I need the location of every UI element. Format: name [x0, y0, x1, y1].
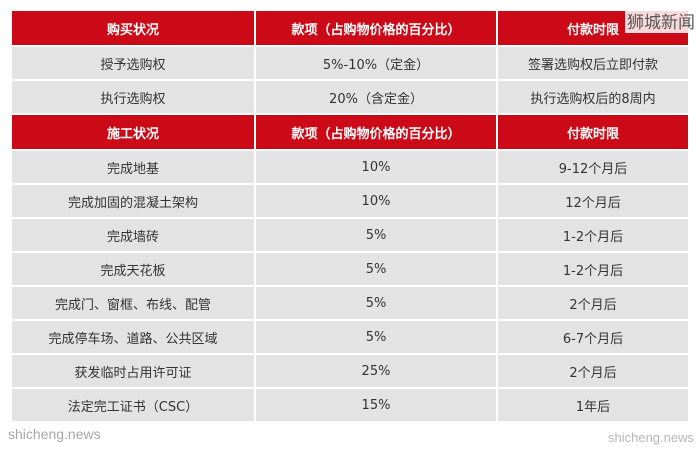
cell-status: 完成地基 [10, 149, 256, 185]
table-row: 法定完工证书（CSC） 15% 1年后 [10, 387, 690, 423]
header-row-construction: 施工状况 款项（占购物价格的百分比） 付款时限 [10, 113, 690, 151]
cell-payment: 5% [254, 285, 498, 321]
cell-payment: 15% [254, 387, 498, 423]
cell-deadline: 执行选购权后的8周内 [496, 79, 690, 115]
cell-status: 完成加固的混凝土架构 [10, 183, 256, 219]
cell-deadline: 1年后 [496, 387, 690, 423]
table-row: 完成门、窗框、布线、配管 5% 2个月后 [10, 285, 690, 321]
cell-status: 完成门、窗框、布线、配管 [10, 285, 256, 321]
cell-deadline: 1-2个月后 [496, 217, 690, 253]
cell-status: 完成天花板 [10, 251, 256, 287]
cell-deadline: 2个月后 [496, 353, 690, 389]
table-row: 完成墙砖 5% 1-2个月后 [10, 217, 690, 253]
table-row: 授予选购权 5%-10%（定金） 签署选购权后立即付款 [10, 45, 690, 81]
table-row: 完成天花板 5% 1-2个月后 [10, 251, 690, 287]
cell-status: 授予选购权 [10, 45, 256, 81]
header-payment-deadline: 付款时限 [496, 113, 690, 151]
cell-deadline: 签署选购权后立即付款 [496, 45, 690, 81]
header-row-purchase: 购买状况 款项（占购物价格的百分比） 付款时限 [10, 9, 690, 47]
cell-status: 完成墙砖 [10, 217, 256, 253]
cell-deadline: 1-2个月后 [496, 251, 690, 287]
cell-payment: 5% [254, 217, 498, 253]
table-body: 购买状况 款项（占购物价格的百分比） 付款时限 授予选购权 5%-10%（定金）… [10, 9, 690, 423]
cell-deadline: 6-7个月后 [496, 319, 690, 355]
table-row: 完成停车场、道路、公共区域 5% 6-7个月后 [10, 319, 690, 355]
cell-payment: 5%-10%（定金） [254, 45, 498, 81]
table-row: 执行选购权 20%（含定金） 执行选购权后的8周内 [10, 79, 690, 115]
payment-schedule-table-container: 购买状况 款项（占购物价格的百分比） 付款时限 授予选购权 5%-10%（定金）… [10, 9, 690, 423]
header-purchase-status: 购买状况 [10, 9, 256, 47]
cell-payment: 10% [254, 183, 498, 219]
table-row: 获发临时占用许可证 25% 2个月后 [10, 353, 690, 389]
cell-payment: 25% [254, 353, 498, 389]
cell-deadline: 2个月后 [496, 285, 690, 321]
header-payment-percentage: 款项（占购物价格的百分比） [254, 9, 498, 47]
table-row: 完成地基 10% 9-12个月后 [10, 149, 690, 185]
cell-deadline: 12个月后 [496, 183, 690, 219]
header-construction-status: 施工状况 [10, 113, 256, 151]
watermark-logo-text: 狮城新闻 [625, 8, 697, 33]
cell-payment: 10% [254, 149, 498, 185]
cell-payment: 5% [254, 319, 498, 355]
watermark-bottom-right: shicheng.news [608, 430, 694, 445]
header-payment-percentage: 款项（占购物价格的百分比） [254, 113, 498, 151]
cell-payment: 20%（含定金） [254, 79, 498, 115]
cell-status: 获发临时占用许可证 [10, 353, 256, 389]
cell-payment: 5% [254, 251, 498, 287]
table-row: 完成加固的混凝土架构 10% 12个月后 [10, 183, 690, 219]
cell-status: 执行选购权 [10, 79, 256, 115]
cell-deadline: 9-12个月后 [496, 149, 690, 185]
cell-status: 完成停车场、道路、公共区域 [10, 319, 256, 355]
watermark-bottom-left: shicheng.news [8, 426, 101, 442]
cell-status: 法定完工证书（CSC） [10, 387, 256, 423]
payment-schedule-table: 购买状况 款项（占购物价格的百分比） 付款时限 授予选购权 5%-10%（定金）… [10, 9, 690, 423]
